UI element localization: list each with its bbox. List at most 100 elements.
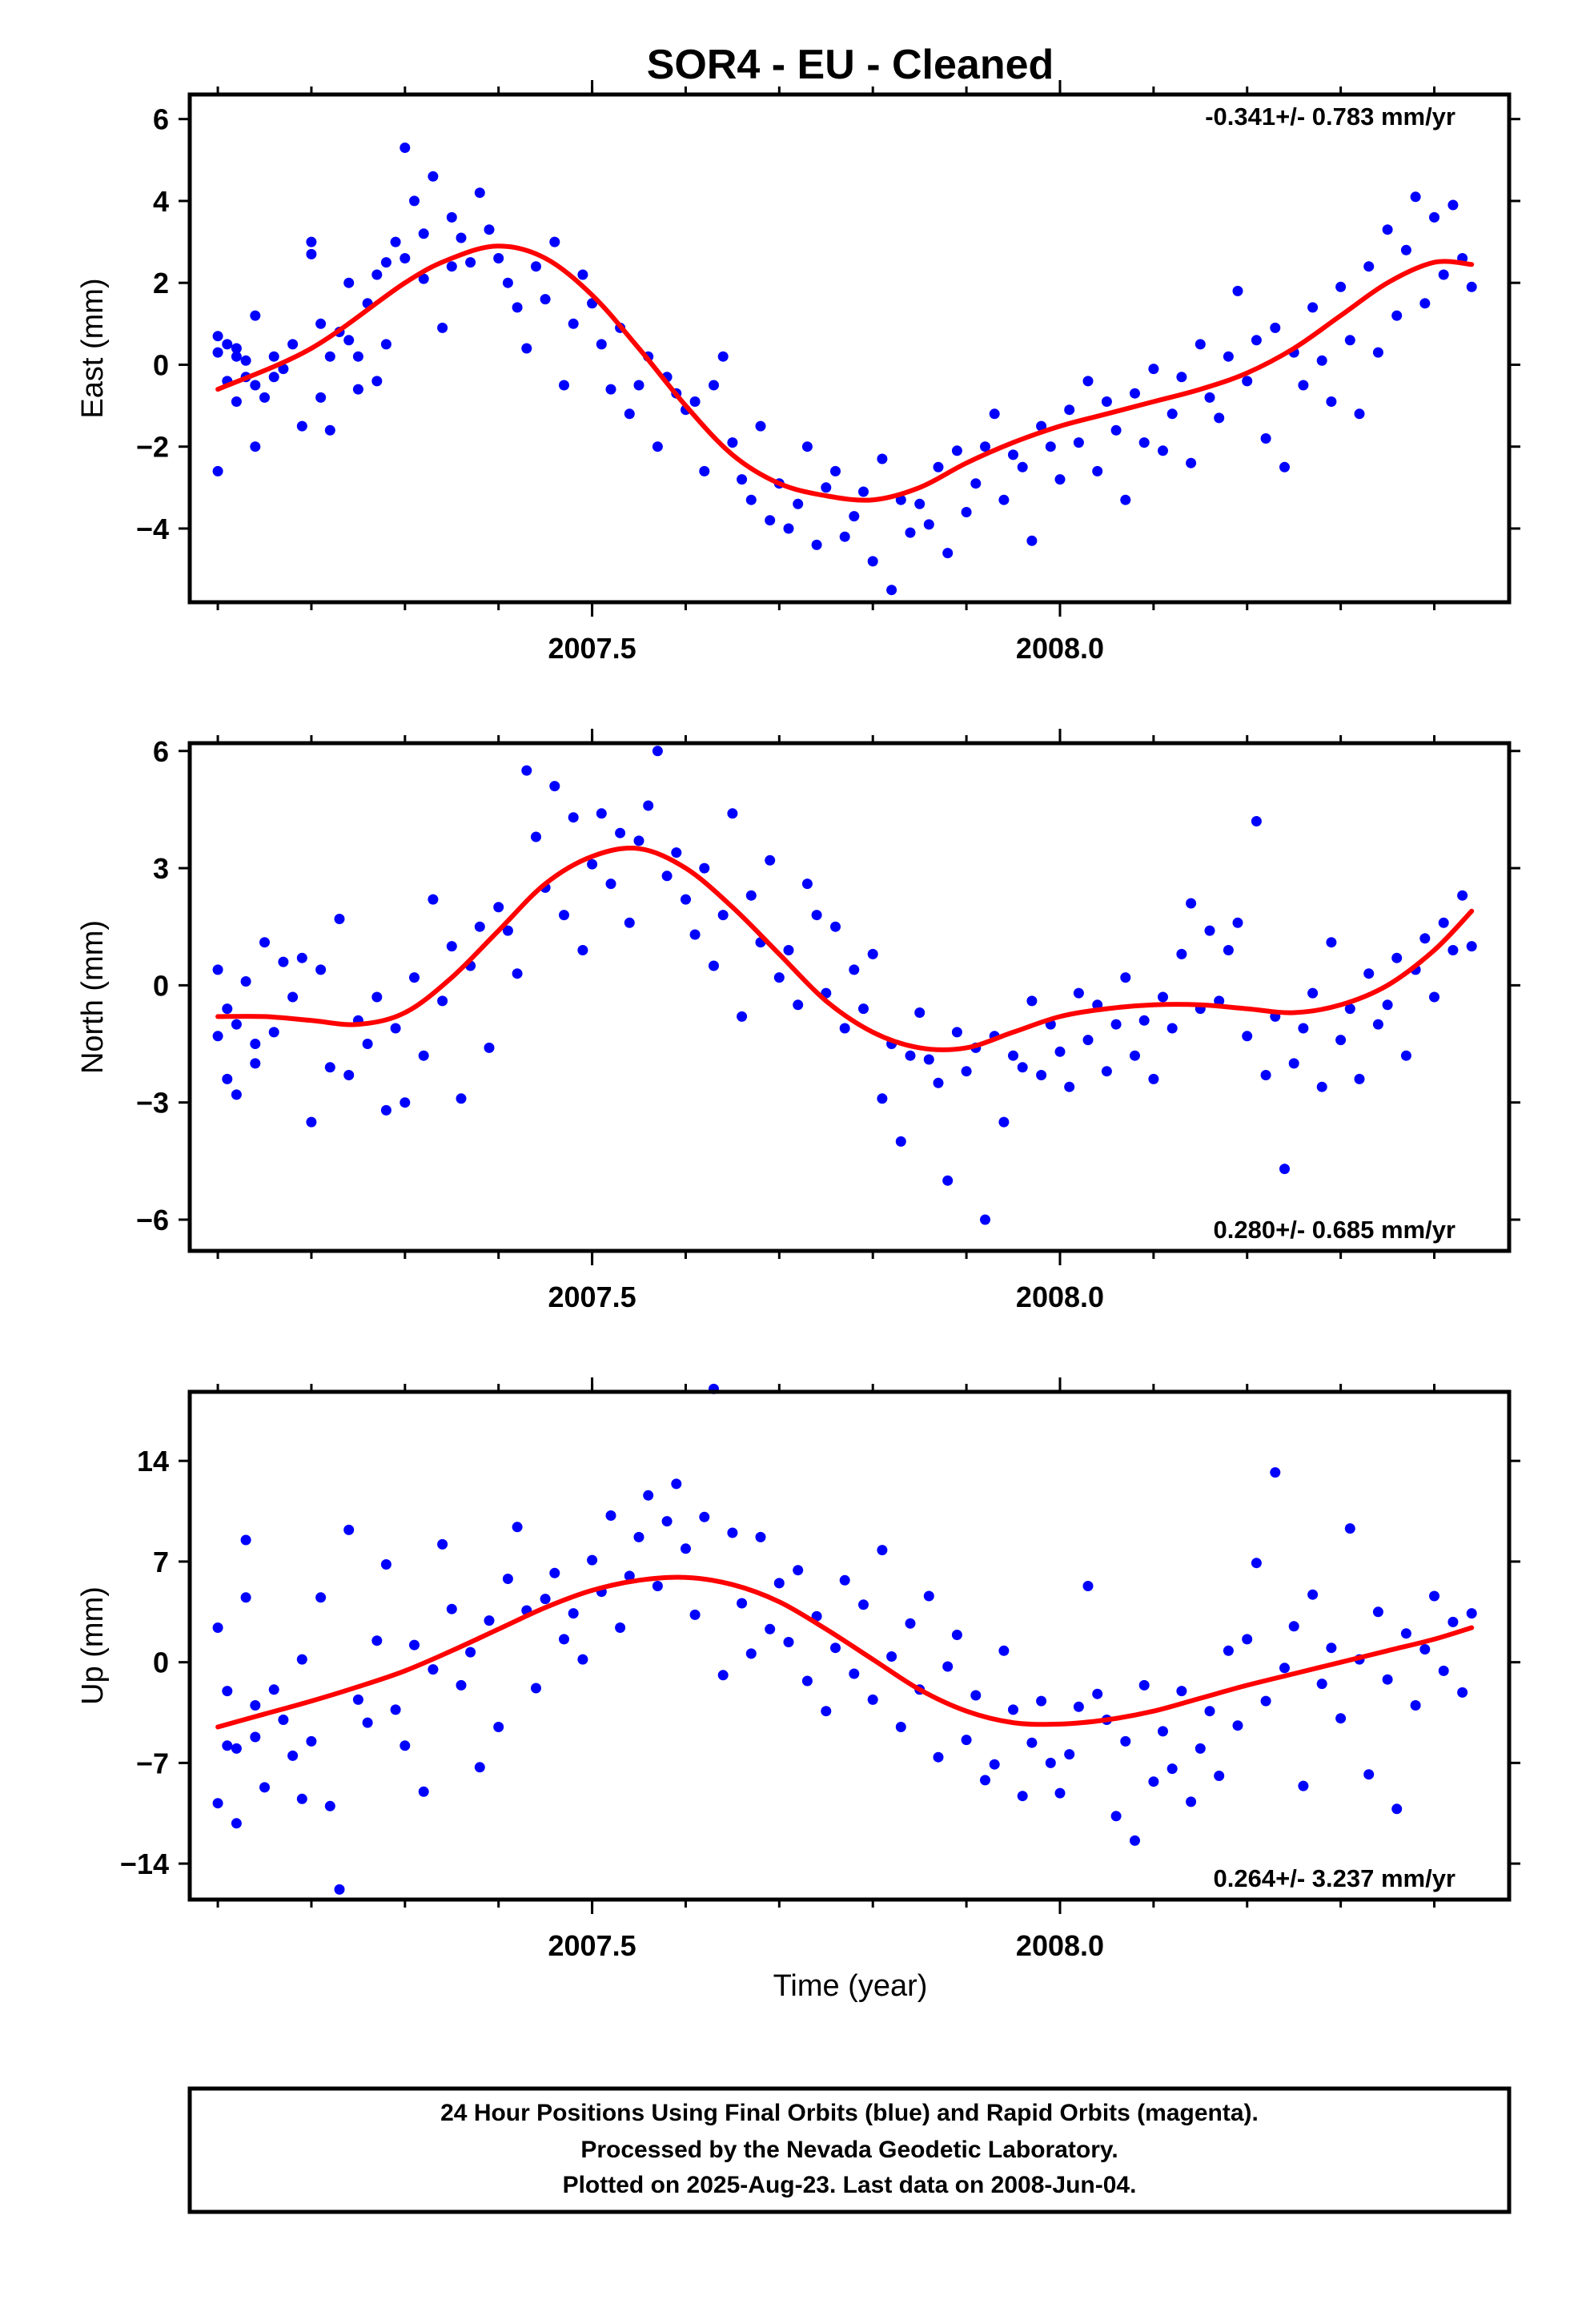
- data-point: [633, 835, 644, 846]
- data-point: [652, 1581, 663, 1591]
- data-point: [428, 1664, 439, 1675]
- data-point: [493, 902, 504, 913]
- data-point: [250, 380, 261, 391]
- north-points: [212, 746, 1477, 1225]
- east-plot-frame: [187, 92, 1512, 605]
- data-point: [484, 224, 495, 235]
- data-point: [568, 1608, 579, 1619]
- data-point: [1298, 1023, 1309, 1034]
- data-point: [745, 890, 757, 901]
- footer-line-3: Plotted on 2025-Aug-23. Last data on 200…: [563, 2172, 1137, 2198]
- data-point: [652, 746, 663, 757]
- data-point: [315, 392, 327, 403]
- data-point: [1138, 1679, 1150, 1691]
- data-point: [549, 781, 560, 792]
- data-point: [1326, 937, 1337, 948]
- data-point: [343, 277, 355, 288]
- data-point: [1316, 1081, 1327, 1092]
- data-point: [1008, 1050, 1018, 1061]
- east-y-axis-label: East (mm): [76, 278, 110, 418]
- data-point: [577, 269, 588, 280]
- data-point: [914, 1007, 926, 1018]
- data-point: [998, 494, 1010, 505]
- data-point: [1354, 408, 1365, 420]
- data-point: [933, 1077, 944, 1088]
- data-point: [998, 1116, 1010, 1128]
- data-point: [324, 1062, 335, 1073]
- y-tick-label: 2: [153, 267, 169, 300]
- data-point: [212, 465, 223, 476]
- data-point: [371, 269, 383, 280]
- data-point: [390, 1704, 401, 1715]
- data-point: [222, 1073, 233, 1084]
- data-point: [755, 1531, 766, 1542]
- data-point: [1270, 1467, 1281, 1478]
- data-point: [418, 1786, 429, 1797]
- data-point: [212, 347, 223, 358]
- data-point: [689, 396, 701, 407]
- data-point: [1120, 972, 1131, 983]
- data-point: [1288, 1621, 1299, 1632]
- data-point: [559, 1634, 569, 1645]
- data-point: [222, 1003, 233, 1015]
- data-point: [773, 972, 785, 983]
- data-point: [222, 1686, 233, 1697]
- data-point: [587, 858, 598, 870]
- data-point: [933, 461, 944, 472]
- data-point: [671, 847, 682, 858]
- east-points: [212, 143, 1477, 596]
- data-point: [390, 236, 401, 247]
- data-point: [222, 1740, 233, 1751]
- data-point: [250, 1058, 261, 1069]
- data-point: [1335, 1713, 1347, 1724]
- data-point: [1186, 1796, 1197, 1807]
- data-point: [1372, 1606, 1383, 1618]
- data-point: [1045, 441, 1056, 452]
- data-point: [1026, 535, 1038, 546]
- data-point: [821, 482, 832, 493]
- data-point: [1026, 1737, 1038, 1748]
- data-point: [877, 1545, 888, 1556]
- x-tick-label: 2007.5: [548, 1929, 636, 1962]
- data-point: [1232, 917, 1243, 928]
- data-point: [437, 995, 448, 1007]
- data-point: [1466, 941, 1477, 952]
- data-point: [858, 1003, 869, 1015]
- data-point: [905, 1618, 916, 1629]
- data-point: [867, 948, 878, 959]
- data-point: [259, 1782, 270, 1793]
- x-tick-label: 2007.5: [548, 632, 636, 665]
- data-point: [1260, 433, 1271, 444]
- data-point: [1382, 999, 1393, 1011]
- data-point: [380, 1104, 391, 1116]
- footer-line-2: Processed by the Nevada Geodetic Laborat…: [580, 2137, 1118, 2163]
- data-point: [633, 1531, 644, 1542]
- data-point: [671, 1478, 682, 1490]
- data-point: [923, 519, 934, 530]
- data-point: [596, 808, 607, 819]
- data-point: [1082, 1581, 1094, 1591]
- data-point: [1223, 1645, 1234, 1656]
- data-point: [465, 257, 476, 268]
- data-point: [296, 1793, 307, 1804]
- data-point: [1232, 285, 1243, 296]
- data-point: [268, 1684, 279, 1695]
- data-point: [1410, 1700, 1421, 1711]
- data-point: [830, 921, 841, 932]
- data-point: [531, 831, 541, 842]
- data-point: [343, 1524, 355, 1535]
- data-point: [212, 1031, 223, 1042]
- data-point: [830, 1642, 841, 1654]
- data-point: [1382, 1674, 1393, 1685]
- data-point: [1148, 364, 1159, 375]
- data-point: [849, 964, 860, 975]
- data-point: [1186, 898, 1197, 909]
- data-point: [352, 351, 363, 362]
- data-point: [858, 486, 869, 497]
- x-tick-label: 2008.0: [1016, 632, 1104, 665]
- data-point: [1391, 310, 1403, 321]
- data-point: [456, 1679, 467, 1691]
- data-point: [1410, 191, 1421, 203]
- data-point: [1466, 1608, 1477, 1619]
